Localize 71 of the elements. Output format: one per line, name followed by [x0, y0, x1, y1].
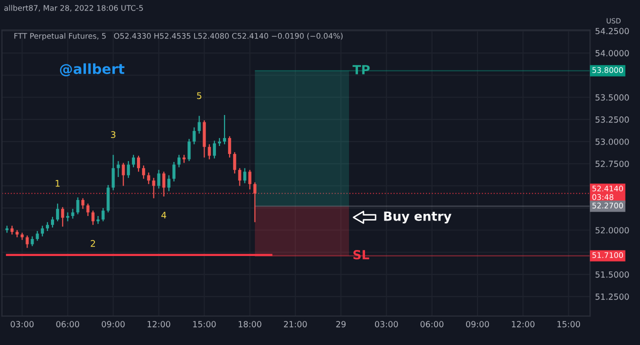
candlestick — [132, 154, 135, 168]
candlestick — [50, 216, 54, 228]
x-tick-label: 03:00 — [374, 321, 398, 328]
y-tick-label: 53.5000 — [596, 94, 629, 101]
candlestick — [243, 168, 246, 184]
candlestick — [30, 236, 34, 247]
candlestick — [116, 160, 120, 178]
x-tick-label: 18:00 — [238, 321, 262, 328]
candlestick — [36, 230, 39, 242]
candlestick — [167, 174, 170, 192]
candlestick — [137, 155, 140, 172]
candlestick — [91, 210, 95, 226]
x-tick-label: 06:00 — [56, 321, 80, 328]
candlestick — [61, 206, 64, 228]
candlestick — [142, 164, 146, 180]
candlestick — [71, 208, 74, 220]
candlestick — [228, 136, 232, 158]
candlestick — [248, 169, 252, 190]
y-tick-label: 54.2500 — [596, 28, 629, 34]
x-tick-label: 15:00 — [193, 321, 216, 328]
candlestick — [192, 126, 196, 145]
y-tick-label: 52.0000 — [596, 227, 629, 234]
candlestick — [26, 234, 29, 248]
candlestick — [56, 203, 60, 222]
candlestick — [106, 184, 110, 213]
candlestick — [208, 144, 211, 160]
y-tick-label: 52.7500 — [596, 160, 629, 168]
x-tick-label: 12:00 — [148, 321, 170, 328]
x-tick-label: 29 — [336, 321, 346, 328]
annotation: 1 — [56, 180, 60, 187]
band-label: SL — [353, 250, 370, 260]
annotation: Buy entry — [384, 212, 452, 224]
candlestick — [102, 207, 105, 222]
candlestick — [172, 161, 176, 182]
y-tick-label: 53.2500 — [596, 116, 629, 123]
x-tick-label: 21:00 — [284, 321, 307, 328]
annotation: 5 — [197, 92, 202, 100]
candlestick — [86, 203, 90, 217]
candlestick — [157, 169, 160, 190]
x-tick-label: 12:00 — [512, 321, 534, 328]
annotation: 2 — [90, 240, 95, 247]
candlestick — [112, 154, 115, 191]
x-tick-label: 03:00 — [10, 321, 34, 328]
candlestick — [147, 172, 150, 185]
candlestick — [40, 225, 44, 237]
candlestick — [152, 177, 156, 199]
annotation: 3 — [111, 131, 116, 138]
x-tick-label: 09:00 — [102, 321, 125, 328]
candlestick — [198, 115, 201, 134]
y-tick-label: 54.0000 — [596, 50, 629, 56]
candlestick — [223, 114, 226, 145]
candlestick — [212, 140, 216, 159]
x-tick-label: 09:00 — [466, 321, 489, 328]
annotation: @allbert — [60, 63, 124, 76]
y-tick-label: 53.0000 — [596, 138, 629, 145]
candlestick — [238, 168, 242, 186]
candlestick — [188, 138, 191, 162]
candlestick — [126, 160, 130, 178]
annotation: 4 — [161, 212, 166, 218]
y-tick-label: 51.5000 — [596, 271, 629, 278]
x-tick-label: 15:00 — [557, 321, 580, 328]
band-label: TP — [352, 65, 370, 74]
candlestick — [76, 196, 80, 215]
candlestick — [162, 171, 166, 198]
candlestick — [122, 162, 125, 186]
candlestick — [253, 182, 256, 223]
candlestick — [81, 198, 84, 210]
candlestick — [233, 152, 236, 174]
candlestick — [177, 154, 181, 168]
y-tick-label: 51.2500 — [596, 294, 629, 300]
x-tick-label: 06:00 — [420, 321, 444, 328]
